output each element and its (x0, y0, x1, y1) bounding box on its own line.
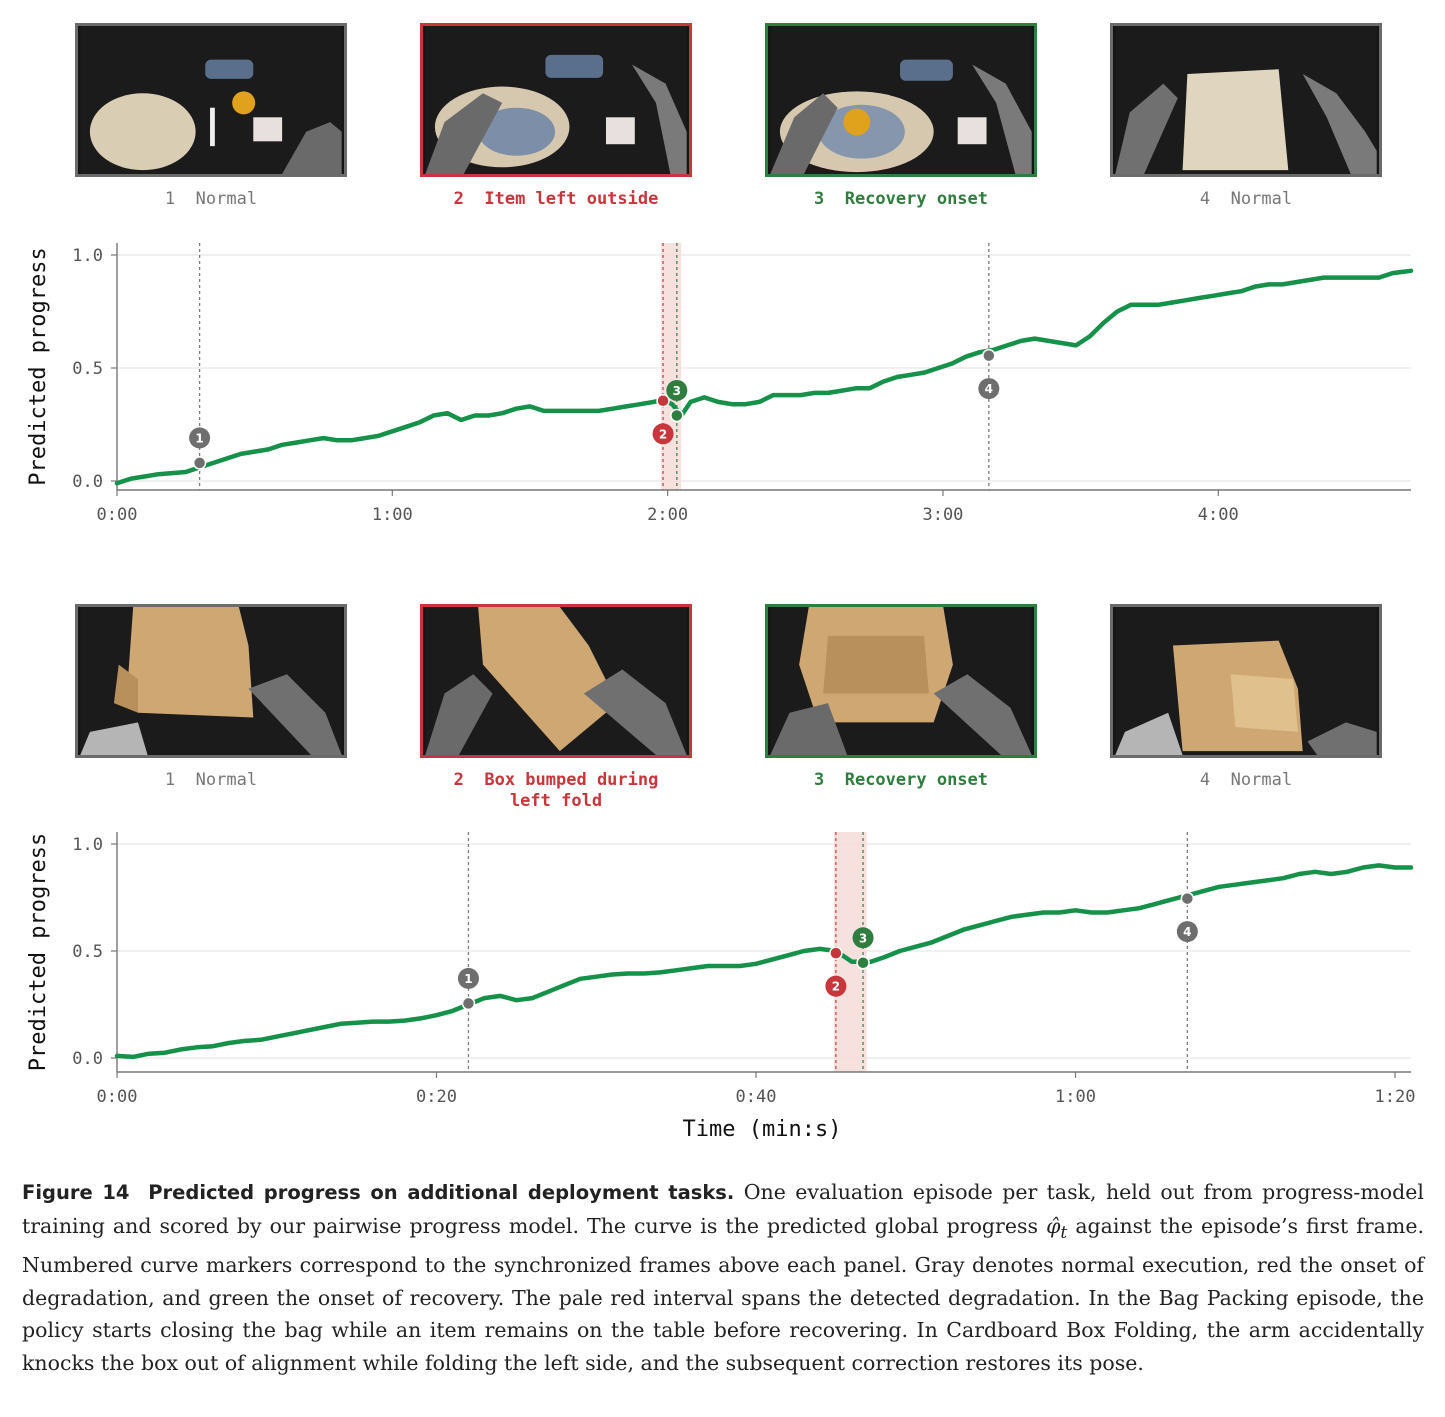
degradation-interval (661, 243, 682, 490)
x-tick-label: 0:00 (97, 505, 138, 525)
marker-badge-4 (1176, 921, 1198, 943)
marker-badge-2 (652, 423, 674, 445)
x-axis-title: Time (min:s) (683, 1117, 842, 1142)
progress-curve (114, 268, 1414, 486)
y-tick-label: 0.5 (72, 942, 103, 962)
y-tick-label: 0.0 (72, 472, 103, 492)
marker-badge-label-2: 2 (832, 980, 840, 994)
frame-caption-box-2: 2 Box bumped during left fold (453, 770, 659, 811)
bag-recovery-onset-photo (770, 26, 1032, 174)
box-recovery-onset-photo (770, 607, 1032, 755)
figure-caption: Figure 14 Predicted progress on addition… (22, 1176, 1424, 1379)
x-tick-label: 2:00 (647, 505, 688, 525)
frame-thumbnail-bag-3 (765, 23, 1037, 177)
x-tick-label: 0:00 (97, 1087, 138, 1107)
marker-badge-label-3: 3 (859, 931, 867, 945)
curve-marker-2 (829, 946, 843, 960)
marker-badge-2 (825, 975, 847, 997)
x-tick-label: 1:20 (1375, 1087, 1416, 1107)
y-tick-label: 0.0 (72, 1049, 103, 1069)
marker-badge-label-3: 3 (673, 384, 681, 398)
y-axis-title: Predicted progress (26, 833, 51, 1071)
curve-marker-1 (461, 996, 476, 1011)
y-axis-title: Predicted progress (26, 247, 51, 485)
marker-badge-1 (189, 427, 211, 449)
frame-thumbnail-box-4 (1110, 604, 1382, 758)
frame-thumbnail-bag-1 (75, 23, 347, 177)
bag-item-left-outside-photo (425, 26, 687, 174)
caption-symbol: φ̂ (1046, 1213, 1061, 1238)
caption-symbol-subscript: t (1060, 1222, 1068, 1243)
frame-caption-bag-4: 4 Normal (1199, 189, 1293, 209)
progress-curve (114, 863, 1414, 1060)
x-tick-label: 3:00 (922, 505, 963, 525)
box-folded-photo (1115, 607, 1377, 755)
frame-caption-bag-3: 3 Recovery onset (813, 189, 989, 209)
curve-marker-4 (982, 348, 996, 363)
frame-thumbnail-bag-2 (420, 23, 692, 177)
marker-badge-label-4: 4 (985, 382, 993, 396)
frame-caption-box-3: 3 Recovery onset (813, 770, 989, 790)
figure-title: Predicted progress on additional deploym… (148, 1181, 735, 1204)
caption-text-1: One evaluation episode per task, held ou… (22, 1180, 1424, 1238)
y-tick-label: 1.0 (72, 246, 103, 266)
x-tick-label: 0:40 (736, 1087, 777, 1107)
marker-badge-4 (978, 378, 1000, 400)
curve-marker-1 (192, 456, 207, 470)
frame-caption-box-4: 4 Normal (1199, 770, 1293, 790)
bag-normal-photo (80, 26, 342, 174)
marker-badge-3 (666, 379, 688, 401)
frame-caption-bag-1: 1 Normal (164, 189, 258, 209)
box-folding-progress-chart: 0.0 0.5 1.0 0:00 0:20 0:40 1:00 1:20 1 2 3 4 Predict… (26, 832, 1416, 1142)
y-tick-label: 0.5 (72, 359, 103, 379)
x-tick-label: 1:00 (1055, 1087, 1096, 1107)
curve-marker-3 (856, 956, 870, 970)
frame-caption-box-1: 1 Normal (164, 770, 258, 790)
bag-closed-photo (1115, 26, 1377, 174)
x-tick-label: 4:00 (1198, 505, 1239, 525)
bag-packing-progress-chart: 0.0 0.5 1.0 0:00 1:00 2:00 3:00 4:00 1 2 3 4 Predict… (26, 243, 1414, 525)
marker-badge-1 (457, 967, 479, 989)
curve-marker-4 (1180, 891, 1195, 906)
x-tick-label: 1:00 (372, 505, 413, 525)
marker-badge-label-1: 1 (195, 431, 203, 445)
y-tick-label: 1.0 (72, 835, 103, 855)
x-tick-label: 0:20 (416, 1087, 457, 1107)
frame-thumbnail-box-2 (420, 604, 692, 758)
frame-thumbnail-bag-4 (1110, 23, 1382, 177)
marker-badge-label-2: 2 (659, 427, 667, 441)
frame-thumbnail-box-3 (765, 604, 1037, 758)
curve-marker-3 (670, 408, 684, 423)
caption-text-2: against the episode’s first frame. Numbe… (22, 1213, 1424, 1375)
figure-label: Figure 14 (22, 1181, 130, 1204)
box-normal-photo (80, 607, 342, 755)
box-bumped-photo (425, 607, 687, 755)
curve-marker-2 (656, 394, 670, 408)
frame-caption-bag-2: 2 Item left outside (453, 189, 659, 209)
marker-badge-3 (852, 927, 874, 949)
marker-badge-label-4: 4 (1183, 925, 1191, 939)
marker-badge-label-1: 1 (464, 972, 472, 986)
frame-thumbnail-box-1 (75, 604, 347, 758)
